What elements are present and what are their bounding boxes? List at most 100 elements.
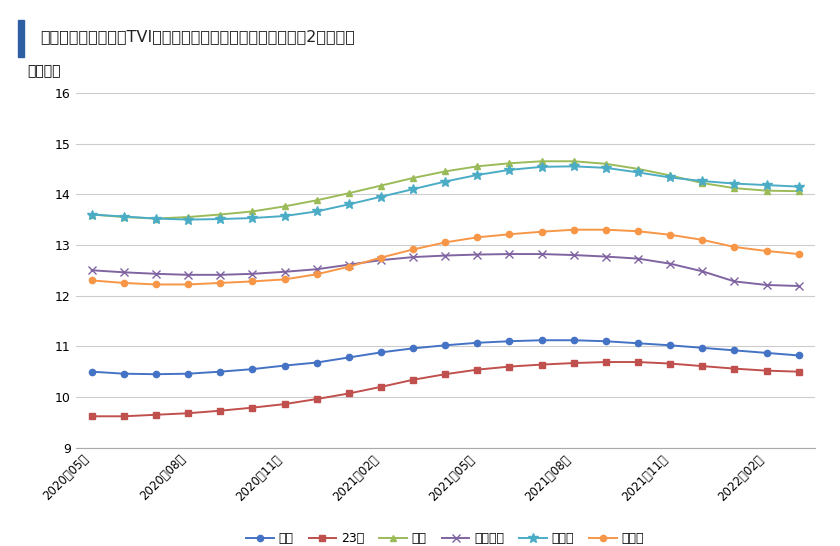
市部 <box>472 163 482 170</box>
神奈川県 <box>280 269 290 275</box>
市部 <box>697 180 707 186</box>
埼玉県 <box>472 171 482 178</box>
市部 <box>537 158 547 164</box>
神奈川県 <box>215 271 225 278</box>
神奈川県 <box>247 270 257 277</box>
23区 <box>569 360 579 366</box>
神奈川県 <box>505 251 515 257</box>
Line: 神奈川県: 神奈川県 <box>88 250 802 290</box>
市部 <box>729 185 739 192</box>
全域 <box>794 352 804 359</box>
Line: 千葉県: 千葉県 <box>88 227 802 288</box>
神奈川県 <box>665 260 675 267</box>
全域 <box>569 337 579 343</box>
Legend: 全域, 23区, 市部, 神奈川県, 埼玉県, 千葉県: 全域, 23区, 市部, 神奈川県, 埼玉県, 千葉県 <box>246 532 644 545</box>
23区 <box>440 371 450 377</box>
千葉県 <box>375 254 386 261</box>
埼玉県 <box>183 216 193 223</box>
全域 <box>87 369 97 375</box>
埼玉県 <box>762 182 772 188</box>
埼玉県 <box>505 167 515 173</box>
千葉県 <box>633 228 643 235</box>
23区 <box>151 412 161 418</box>
神奈川県 <box>697 268 707 275</box>
神奈川県 <box>537 251 547 257</box>
神奈川県 <box>118 269 129 276</box>
市部 <box>505 160 515 167</box>
23区 <box>472 366 482 373</box>
千葉県 <box>472 234 482 241</box>
神奈川県 <box>601 253 611 260</box>
全域 <box>375 349 386 355</box>
埼玉県 <box>537 164 547 170</box>
23区 <box>794 369 804 375</box>
市部 <box>794 188 804 194</box>
23区 <box>537 361 547 368</box>
神奈川県 <box>569 252 579 258</box>
市部 <box>118 213 129 220</box>
23区 <box>344 390 354 397</box>
千葉県 <box>762 248 772 254</box>
千葉県 <box>440 239 450 246</box>
23区 <box>375 384 386 390</box>
全域 <box>312 359 322 366</box>
全域 <box>215 369 225 375</box>
市部 <box>87 211 97 218</box>
埼玉県 <box>601 164 611 171</box>
市部 <box>312 197 322 204</box>
神奈川県 <box>151 270 161 277</box>
市部 <box>665 172 675 179</box>
全域 <box>344 354 354 361</box>
全域 <box>183 370 193 377</box>
埼玉県 <box>118 213 129 220</box>
神奈川県 <box>87 267 97 274</box>
全域 <box>408 345 418 352</box>
千葉県 <box>280 276 290 283</box>
埼玉県 <box>312 208 322 215</box>
千葉県 <box>183 281 193 288</box>
市部 <box>601 161 611 167</box>
全域 <box>280 363 290 369</box>
全域 <box>729 347 739 354</box>
埼玉県 <box>151 215 161 222</box>
23区 <box>247 405 257 411</box>
神奈川県 <box>312 266 322 272</box>
埼玉県 <box>697 178 707 185</box>
千葉県 <box>87 277 97 284</box>
埼玉県 <box>215 216 225 222</box>
全域 <box>665 342 675 348</box>
千葉県 <box>215 280 225 286</box>
千葉県 <box>665 232 675 238</box>
全域 <box>601 338 611 345</box>
全域 <box>633 340 643 347</box>
市部 <box>408 175 418 181</box>
23区 <box>280 401 290 407</box>
神奈川県 <box>408 254 418 260</box>
全域 <box>151 371 161 377</box>
23区 <box>762 367 772 374</box>
神奈川県 <box>183 271 193 278</box>
神奈川県 <box>794 283 804 289</box>
全域 <box>118 370 129 377</box>
神奈川県 <box>762 282 772 288</box>
埼玉県 <box>440 178 450 185</box>
埼玉県 <box>280 213 290 219</box>
全域 <box>247 366 257 372</box>
千葉県 <box>729 244 739 250</box>
市部 <box>375 182 386 189</box>
全域 <box>697 345 707 351</box>
全域 <box>537 337 547 343</box>
市部 <box>344 190 354 197</box>
千葉県 <box>794 251 804 257</box>
23区 <box>312 396 322 402</box>
神奈川県 <box>375 257 386 263</box>
千葉県 <box>118 280 129 286</box>
23区 <box>87 413 97 419</box>
23区 <box>697 363 707 370</box>
市部 <box>183 213 193 220</box>
Line: 市部: 市部 <box>88 158 802 222</box>
千葉県 <box>344 264 354 270</box>
全域 <box>440 342 450 348</box>
千葉県 <box>408 246 418 253</box>
千葉県 <box>537 228 547 235</box>
